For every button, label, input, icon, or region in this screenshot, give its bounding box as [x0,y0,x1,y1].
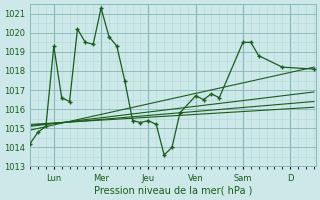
X-axis label: Pression niveau de la mer( hPa ): Pression niveau de la mer( hPa ) [94,186,252,196]
